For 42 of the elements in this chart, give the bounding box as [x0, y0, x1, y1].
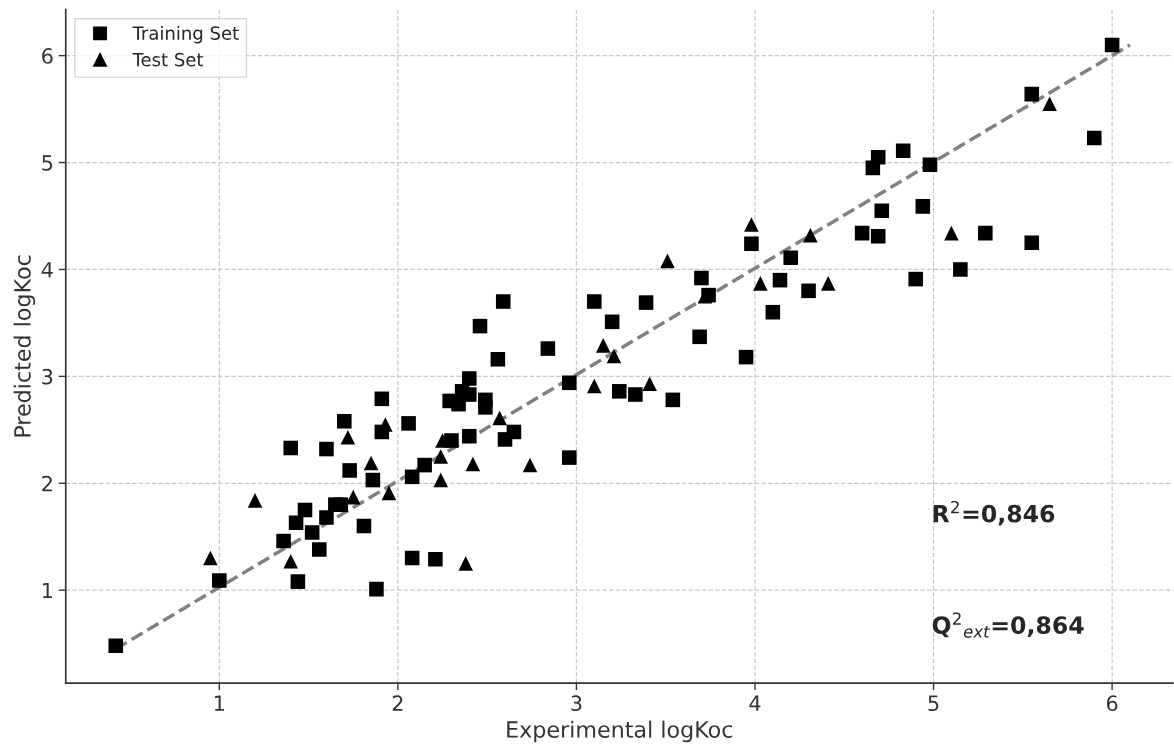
legend-label: Test Set: [132, 52, 204, 67]
point: [660, 253, 675, 269]
y-tick-label: 6: [42, 48, 53, 64]
y-tick-label: 3: [42, 368, 53, 385]
point: [744, 217, 759, 232]
annotation: R$^{2}$=0,846: [933, 500, 1055, 526]
annotation: Q$^{2}$$_{ext}$=0,864: [932, 612, 1084, 638]
point: [606, 348, 622, 364]
point: [1042, 96, 1057, 112]
x-tick-label: 6: [1106, 695, 1118, 712]
point: [247, 493, 263, 508]
point: [435, 433, 450, 448]
point: [381, 485, 397, 501]
point: [458, 556, 474, 571]
y-tick-label: 4: [41, 262, 53, 278]
x-tick-label: 1: [214, 695, 225, 711]
point: [587, 378, 602, 394]
x-axis-title: Experimental logKoc: [507, 720, 733, 743]
point: [492, 410, 507, 426]
x-tick-label: 3: [571, 695, 582, 712]
point: [203, 550, 218, 566]
y-tick-label: 1: [42, 582, 53, 599]
y-tick-label: 5: [42, 155, 53, 171]
legend-label: Training Set: [132, 25, 239, 44]
point: [642, 376, 657, 392]
point: [433, 472, 449, 488]
point: [803, 227, 818, 243]
x-tick-label: 5: [928, 695, 939, 712]
point: [340, 430, 356, 445]
point: [944, 225, 959, 241]
point: [753, 276, 768, 291]
point: [820, 276, 836, 291]
x-tick-label: 4: [749, 695, 761, 711]
point: [522, 457, 538, 473]
point: [283, 554, 299, 569]
y-tick-label: 2: [42, 475, 52, 492]
y-axis-title: Predicted logKoc: [13, 255, 36, 437]
point: [465, 456, 481, 472]
point: [433, 449, 449, 464]
point: [363, 455, 379, 471]
point: [595, 338, 611, 353]
x-tick-label: 2: [392, 695, 403, 711]
